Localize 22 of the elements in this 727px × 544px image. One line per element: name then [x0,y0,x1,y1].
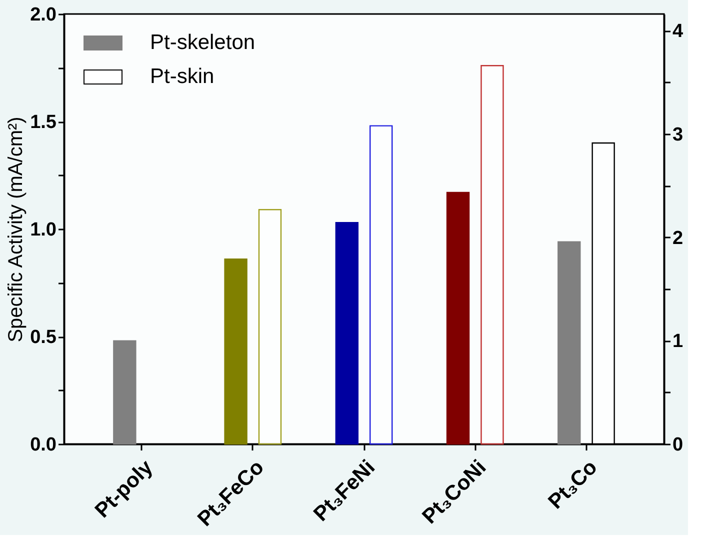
bar [369,125,393,445]
y-tick-label: 0.5 [30,327,57,348]
y2-tick-label: 1 [672,331,684,352]
bar [446,192,470,445]
legend-label: Pt-skin [150,65,214,88]
y2-tick-label: 2 [672,228,684,249]
bar [592,142,615,445]
y2-tick-label: 3 [672,124,684,146]
y-tick-label: 1.5 [30,112,57,133]
y-axis-title: Specific Activity (mA/cm²) [5,116,28,342]
bar [480,65,504,445]
legend-label: Pt-skeleton [150,31,256,54]
y-tick-label: 1.0 [30,220,56,240]
bar [558,241,581,445]
bar [258,209,282,445]
y2-tick-label: 0 [672,434,684,456]
y-tick-label: 2.0 [30,4,56,26]
y2-tick-label: 4 [672,21,684,42]
bar [113,340,136,445]
bar [335,222,359,445]
y-tick-label: 0.0 [30,434,56,456]
bar [224,258,248,445]
